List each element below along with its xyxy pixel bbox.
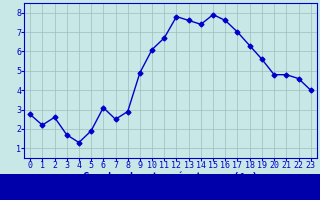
X-axis label: Graphe des températures (°c): Graphe des températures (°c) <box>83 171 258 182</box>
